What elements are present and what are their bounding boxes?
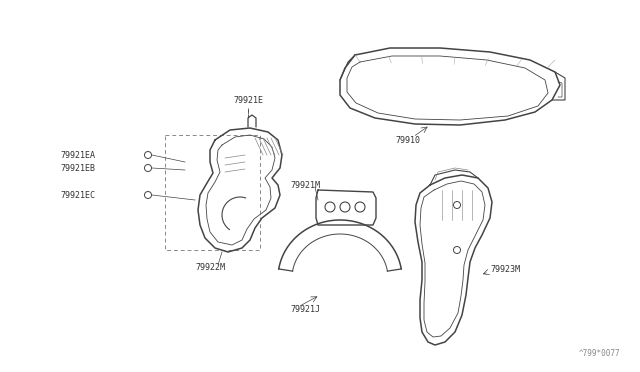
Text: 79921EA: 79921EA [60,151,95,160]
Text: 79921EC: 79921EC [60,190,95,199]
Text: 79921EB: 79921EB [60,164,95,173]
Text: ^799*0077: ^799*0077 [579,349,620,358]
Text: 79921J: 79921J [290,305,320,314]
Text: 79910: 79910 [395,135,420,144]
Text: 79921M: 79921M [290,180,320,189]
Text: 79921E: 79921E [233,96,263,105]
Text: 79922M: 79922M [195,263,225,273]
Text: 79923M: 79923M [490,266,520,275]
